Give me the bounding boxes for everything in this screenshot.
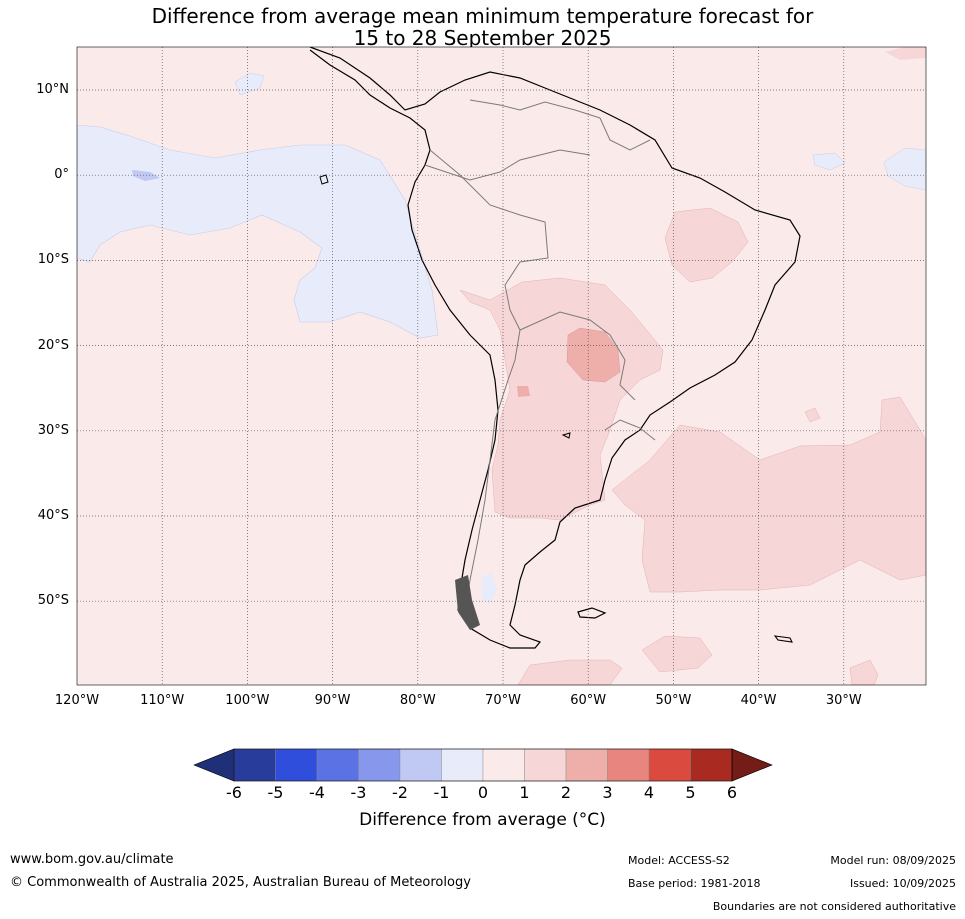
longitude-label: 60°W [570, 693, 607, 708]
warm-spot-coast [804, 407, 821, 423]
border-argentina-chile [464, 379, 509, 611]
longitude-label: 90°W [314, 693, 351, 708]
model-run-label: Model run: 08/09/2025 [830, 854, 956, 867]
colorbar-tick-label: -3 [350, 783, 367, 802]
border-andean [429, 149, 549, 381]
colorbar-segment [275, 748, 318, 782]
warm-region-south1 [517, 659, 623, 685]
colorbar-tick-label: 5 [685, 783, 696, 802]
colorbar-tick-label: 0 [477, 783, 489, 802]
longitude-label: 70°W [485, 693, 521, 708]
colorbar-segment [648, 748, 691, 782]
base-period-label: Base period: 1981-2018 [628, 877, 761, 890]
border-guianas [599, 117, 651, 151]
colorbar-title: Difference from average (°C) [359, 810, 606, 830]
colorbar-tick-label: 6 [726, 783, 738, 802]
longitude-label: 80°W [399, 693, 436, 708]
cool-patch-east1 [812, 152, 846, 171]
latitude-label: 50°S [37, 593, 69, 609]
border-bolivia [519, 311, 636, 401]
colorbar-tick-label: -2 [392, 783, 408, 802]
model-label: Model: ACCESS-S2 [628, 854, 730, 867]
copyright-text: © Commonwealth of Australia 2025, Austra… [10, 875, 471, 890]
south-georgia [773, 635, 793, 643]
south-america-coastline [309, 47, 801, 649]
website-link[interactable]: www.bom.gov.au/climate [10, 852, 174, 867]
colorbar-segment [690, 748, 733, 782]
galapagos [319, 174, 329, 185]
disclaimer-label: Boundaries are not considered authoritat… [712, 900, 956, 913]
longitude-label: 30°W [825, 693, 862, 708]
colorbar-tick-label: 4 [643, 783, 655, 802]
colorbar-segment [565, 748, 608, 782]
colorbar-tick-label: -4 [309, 783, 325, 802]
warmer-spot [517, 386, 530, 397]
colorbar-segment [441, 748, 484, 782]
border-uruguay [604, 419, 656, 441]
longitude-label: 110°W [140, 693, 185, 708]
colorbar-tick-label: 1 [519, 783, 530, 802]
colorbar-segment [607, 748, 650, 782]
latitude-label: 30°S [37, 422, 69, 438]
colorbar-tick-label: -6 [226, 783, 242, 802]
colorbar-over-arrow [731, 748, 773, 782]
colorbar-under-arrow [193, 748, 235, 782]
warm-region-south2 [641, 635, 713, 673]
warm-region-nebrazil [664, 207, 749, 283]
lake-titicaca [561, 432, 571, 439]
colorbar-tick-label: 2 [560, 783, 572, 802]
map-frame [76, 46, 927, 686]
colorbar-tick-label: 3 [602, 783, 613, 802]
patagonia-fjords [455, 575, 480, 630]
colorbar-tick-label: -1 [433, 783, 450, 802]
colorbar-segment [482, 748, 525, 782]
issued-label: Issued: 10/09/2025 [849, 877, 956, 890]
warm-region-ne [885, 47, 926, 60]
border-venezuela [469, 99, 601, 119]
longitude-label: 50°W [655, 693, 692, 708]
latitude-label: 40°S [37, 508, 69, 523]
latitude-label: 10°S [37, 252, 69, 268]
colorbar-segment [358, 748, 401, 782]
latitude-label: 0° [54, 167, 69, 183]
warm-region-south3 [849, 659, 879, 685]
ocean-base [77, 47, 926, 685]
latitude-label: 10°N [36, 82, 69, 97]
colorbar-frame [233, 748, 733, 782]
colorbar-segment [399, 748, 442, 782]
colorbar-segment [524, 748, 567, 782]
map-title-line1: Difference from average mean minimum tem… [151, 4, 814, 28]
colorbar-tick-label: -5 [267, 783, 284, 802]
cool-patch-patagonia [481, 572, 497, 604]
map-title-line2: 15 to 28 September 2025 [353, 26, 612, 50]
latitude-label: 20°S [37, 337, 69, 353]
colorbar-segment [233, 748, 276, 782]
warm-region-atlantic [611, 396, 926, 593]
colorbar-segment [316, 748, 359, 782]
cool-anomaly-region [77, 124, 439, 339]
cool-patch-east2 [883, 147, 926, 191]
longitude-label: 40°W [740, 693, 777, 708]
border-colombia-peru [424, 149, 591, 181]
colorbar [193, 748, 773, 782]
longitude-label: 100°W [225, 693, 270, 708]
longitude-label: 120°W [54, 693, 100, 708]
falklands [577, 607, 607, 619]
